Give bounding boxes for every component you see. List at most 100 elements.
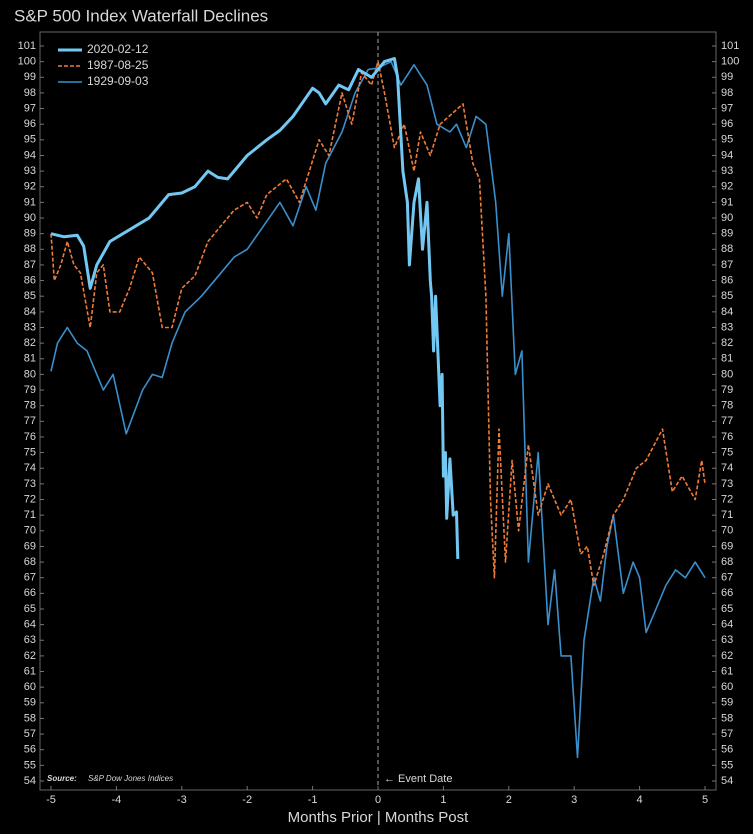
x-tick-label: 3 [571,794,577,806]
y2-tick-label: 78 [721,400,733,412]
y2-tick-label: 93 [721,165,733,177]
y-tick-label: 96 [24,118,36,130]
y2-tick-label: 77 [721,415,733,427]
series-line [50,60,706,759]
y-tick-label: 76 [24,431,36,443]
y-tick-label: 81 [24,353,36,365]
y2-tick-label: 98 [721,87,733,99]
x-tick-label: -1 [308,794,318,806]
y2-tick-label: 80 [721,368,733,380]
y2-tick-label: 73 [721,478,733,490]
y2-tick-label: 65 [721,603,733,615]
y2-tick-label: 87 [721,259,733,271]
x-tick-label: 5 [702,794,708,806]
y-tick-label: 83 [24,321,36,333]
y2-tick-label: 72 [721,493,733,505]
y2-tick-label: 91 [721,196,733,208]
y-tick-label: 95 [24,134,36,146]
y-tick-label: 65 [24,603,36,615]
source-label: Source: [47,774,77,783]
y-tick-label: 90 [24,212,36,224]
y2-tick-label: 70 [721,525,733,537]
y2-tick-label: 74 [721,462,733,474]
y-tick-label: 101 [18,40,36,52]
x-tick-label: -3 [177,794,187,806]
y2-tick-label: 57 [721,728,733,740]
source: S&P Dow Jones Indices [88,774,173,783]
legend-label: 2020-02-12 [87,42,149,56]
series-line [50,57,460,559]
y-tick-label: 70 [24,525,36,537]
y-tick-label: 69 [24,540,36,552]
y2-tick-label: 95 [721,134,733,146]
y-tick-label: 72 [24,493,36,505]
y-tick-label: 79 [24,384,36,396]
y-tick-label: 82 [24,337,36,349]
y-tick-label: 71 [24,509,36,521]
y-tick-label: 92 [24,181,36,193]
y2-tick-label: 60 [721,681,733,693]
y-tick-label: 86 [24,274,36,286]
y-tick-label: 98 [24,87,36,99]
legend-label: 1929-09-03 [87,74,149,88]
y2-tick-label: 59 [721,697,733,709]
y-tick-label: 85 [24,290,36,302]
y2-tick-label: 94 [721,149,733,161]
y2-tick-label: 61 [721,665,733,677]
y2-tick-label: 54 [721,775,733,787]
y-tick-label: 88 [24,243,36,255]
y-tick-label: 89 [24,228,36,240]
y2-tick-label: 56 [721,744,733,756]
event-label: ← Event Date [384,773,452,785]
y2-tick-label: 99 [721,71,733,83]
y-tick-label: 99 [24,71,36,83]
y2-tick-label: 86 [721,274,733,286]
y2-tick-label: 62 [721,650,733,662]
y2-tick-label: 101 [721,40,739,52]
y2-tick-label: 89 [721,228,733,240]
series-line [50,60,706,587]
y-tick-label: 62 [24,650,36,662]
y-tick-label: 68 [24,556,36,568]
y-tick-label: 94 [24,149,36,161]
y-tick-label: 80 [24,368,36,380]
y-tick-label: 75 [24,447,36,459]
x-tick-label: -5 [46,794,56,806]
y2-tick-label: 75 [721,447,733,459]
y-tick-label: 58 [24,712,36,724]
x-tick-label: 2 [506,794,512,806]
x-tick-label: 0 [375,794,381,806]
y2-tick-label: 58 [721,712,733,724]
y2-tick-label: 100 [721,56,739,68]
y-tick-label: 64 [24,619,36,631]
y-tick-label: 56 [24,744,36,756]
y2-tick-label: 83 [721,321,733,333]
y2-tick-label: 68 [721,556,733,568]
y-tick-label: 57 [24,728,36,740]
y-tick-label: 55 [24,759,36,771]
y2-tick-label: 66 [721,587,733,599]
x-tick-label: -4 [112,794,122,806]
y-tick-label: 60 [24,681,36,693]
y2-tick-label: 84 [721,306,733,318]
y2-tick-label: 79 [721,384,733,396]
y-tick-label: 73 [24,478,36,490]
y-tick-label: 77 [24,415,36,427]
y2-tick-label: 71 [721,509,733,521]
x-tick-label: 1 [440,794,446,806]
y-tick-label: 66 [24,587,36,599]
y-tick-label: 78 [24,400,36,412]
y2-tick-label: 97 [721,102,733,114]
y-tick-label: 63 [24,634,36,646]
y2-tick-label: 92 [721,181,733,193]
y2-tick-label: 85 [721,290,733,302]
y2-tick-label: 64 [721,619,733,631]
x-tick-label: 4 [637,794,643,806]
y-tick-label: 74 [24,462,36,474]
y2-tick-label: 67 [721,572,733,584]
y2-tick-label: 76 [721,431,733,443]
chart-title: S&P 500 Index Waterfall Declines [14,6,268,25]
y2-tick-label: 88 [721,243,733,255]
